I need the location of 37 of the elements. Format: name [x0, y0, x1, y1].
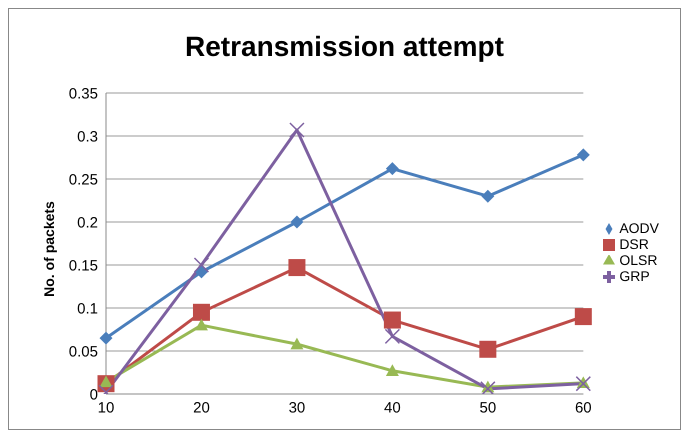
- point: [386, 162, 399, 176]
- y-tick-label: 0.25: [68, 171, 98, 188]
- point: [290, 216, 304, 228]
- point: [384, 328, 400, 344]
- y-tick-label: 0.3: [77, 128, 98, 146]
- y-tick-label: 0: [90, 386, 98, 404]
- y-axis-title: No. of packets: [41, 201, 57, 297]
- point: [481, 190, 494, 203]
- legend-label: GRP: [619, 268, 650, 284]
- point: [289, 122, 305, 138]
- y-tick-label: 0.1: [77, 300, 98, 318]
- x-tick-label: 50: [480, 400, 496, 417]
- point: [100, 332, 112, 345]
- legend-label: AODV: [619, 220, 659, 236]
- point: [576, 148, 590, 162]
- point: [574, 308, 592, 326]
- point: [479, 340, 496, 358]
- x-tick-label: 20: [193, 400, 210, 417]
- point: [194, 257, 210, 273]
- point: [288, 259, 306, 276]
- point: [386, 364, 399, 376]
- x-tick-label: 60: [574, 400, 592, 417]
- legend-label: DSR: [619, 236, 649, 252]
- x-tick-label: 40: [384, 400, 401, 417]
- point: [192, 304, 210, 321]
- x-tick-label: 30: [288, 400, 306, 417]
- y-tick-label: 0.35: [68, 85, 98, 102]
- x-tick-label: 10: [98, 400, 114, 417]
- point: [384, 312, 401, 329]
- point: [576, 376, 592, 392]
- y-tick-label: 0.2: [77, 214, 98, 232]
- y-tick-label: 0.05: [68, 343, 98, 360]
- point: [194, 318, 208, 330]
- y-tick-label: 0.15: [68, 257, 98, 274]
- chart-title: Retransmission attempt: [184, 31, 505, 63]
- point: [290, 338, 304, 350]
- legend-label: OLSR: [619, 252, 658, 268]
